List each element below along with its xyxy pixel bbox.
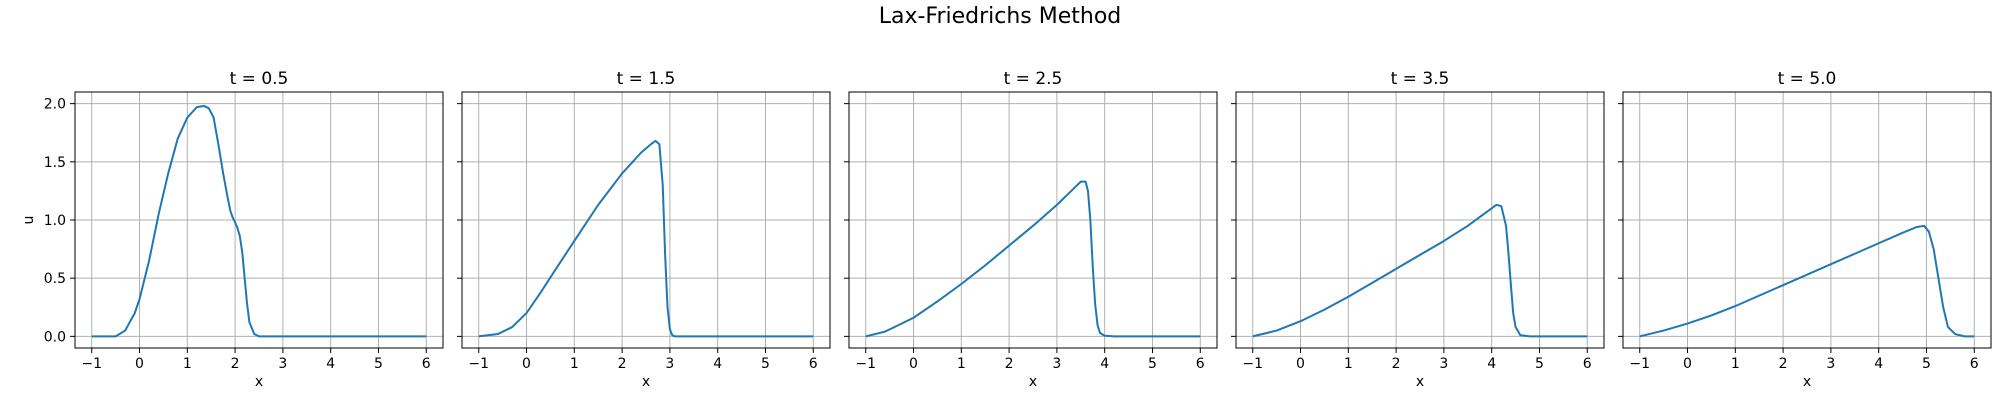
subplot-title: t = 0.5 [230,69,289,89]
x-tick-label: 5 [1535,356,1544,372]
x-tick-label: 3 [665,356,674,372]
x-tick-label: 1 [183,356,192,372]
x-tick-label: 2 [618,356,627,372]
series-line [865,180,1201,338]
x-tick-label: 4 [1487,356,1496,372]
y-tick-label: 0.5 [44,271,66,287]
x-tick-label: 6 [422,356,431,372]
x-tick-label: 0 [522,356,531,372]
x-tick-label: 6 [809,356,818,372]
subplot-3: −1 0 1 2 3 4 5 6 t = 2.5 x [844,69,1218,390]
x-tick-label: −1 [1242,356,1263,372]
x-tick-label: 6 [1583,356,1592,372]
x-axis-label: x [1416,374,1424,390]
x-tick-label: 1 [1344,356,1353,372]
x-tick-label: −1 [81,356,102,372]
x-axis-label: x [1029,374,1037,390]
series-line [478,139,814,338]
x-tick-label: 4 [326,356,335,372]
y-tick-label: 2.0 [44,97,66,113]
y-tick-label: 1.0 [44,213,66,229]
x-tick-label: 3 [1826,356,1835,372]
x-tick-label: 2 [231,356,240,372]
x-tick-label: 3 [278,356,287,372]
subplot-1: −1 0 1 2 3 4 5 6 0.0 0.5 1.0 1.5 2.0 t = 0.5 x u [21,69,444,390]
x-tick-label: 1 [957,356,966,372]
subplot-title: t = 1.5 [617,69,676,89]
x-tick-label: 4 [1100,356,1109,372]
x-tick-label: 0 [1683,356,1692,372]
x-tick-label: 5 [1148,356,1157,372]
x-tick-label: 2 [1392,356,1401,372]
subplot-title: t = 2.5 [1004,69,1063,89]
y-tick-label: 0.0 [44,329,66,345]
x-axis-label: x [642,374,650,390]
subplot-title: t = 5.0 [1778,69,1837,89]
subplot-5: −1 0 1 2 3 4 5 6 t = 5.0 x [1618,69,1992,390]
x-tick-label: 4 [1874,356,1883,372]
y-tick-label: 1.5 [44,155,66,171]
subplot-2: −1 0 1 2 3 4 5 6 t = 1.5 x [457,69,831,390]
x-tick-label: 3 [1052,356,1061,372]
x-tick-label: 2 [1779,356,1788,372]
subplot-4: −1 0 1 2 3 4 5 6 t = 3.5 x [1231,69,1605,390]
x-axis-label: x [255,374,263,390]
subplot-title: t = 3.5 [1391,69,1450,89]
series-line [1639,224,1975,338]
series-line [1252,203,1588,338]
x-axis-label: x [1803,374,1811,390]
x-tick-label: 1 [570,356,579,372]
x-tick-label: 5 [374,356,383,372]
x-tick-label: 6 [1196,356,1205,372]
x-tick-label: −1 [855,356,876,372]
x-tick-label: 0 [135,356,144,372]
x-tick-label: 5 [1922,356,1931,372]
x-tick-label: 0 [909,356,918,372]
y-axis-label: u [21,216,37,225]
x-tick-label: 6 [1970,356,1979,372]
x-tick-label: 2 [1005,356,1014,372]
x-tick-label: −1 [468,356,489,372]
x-tick-label: 5 [761,356,770,372]
series-line [91,104,427,338]
x-tick-label: 3 [1439,356,1448,372]
x-tick-label: −1 [1629,356,1650,372]
x-tick-label: 4 [713,356,722,372]
figure-title: Lax-Friedrichs Method [878,4,1122,29]
x-tick-label: 0 [1296,356,1305,372]
x-tick-label: 1 [1731,356,1740,372]
